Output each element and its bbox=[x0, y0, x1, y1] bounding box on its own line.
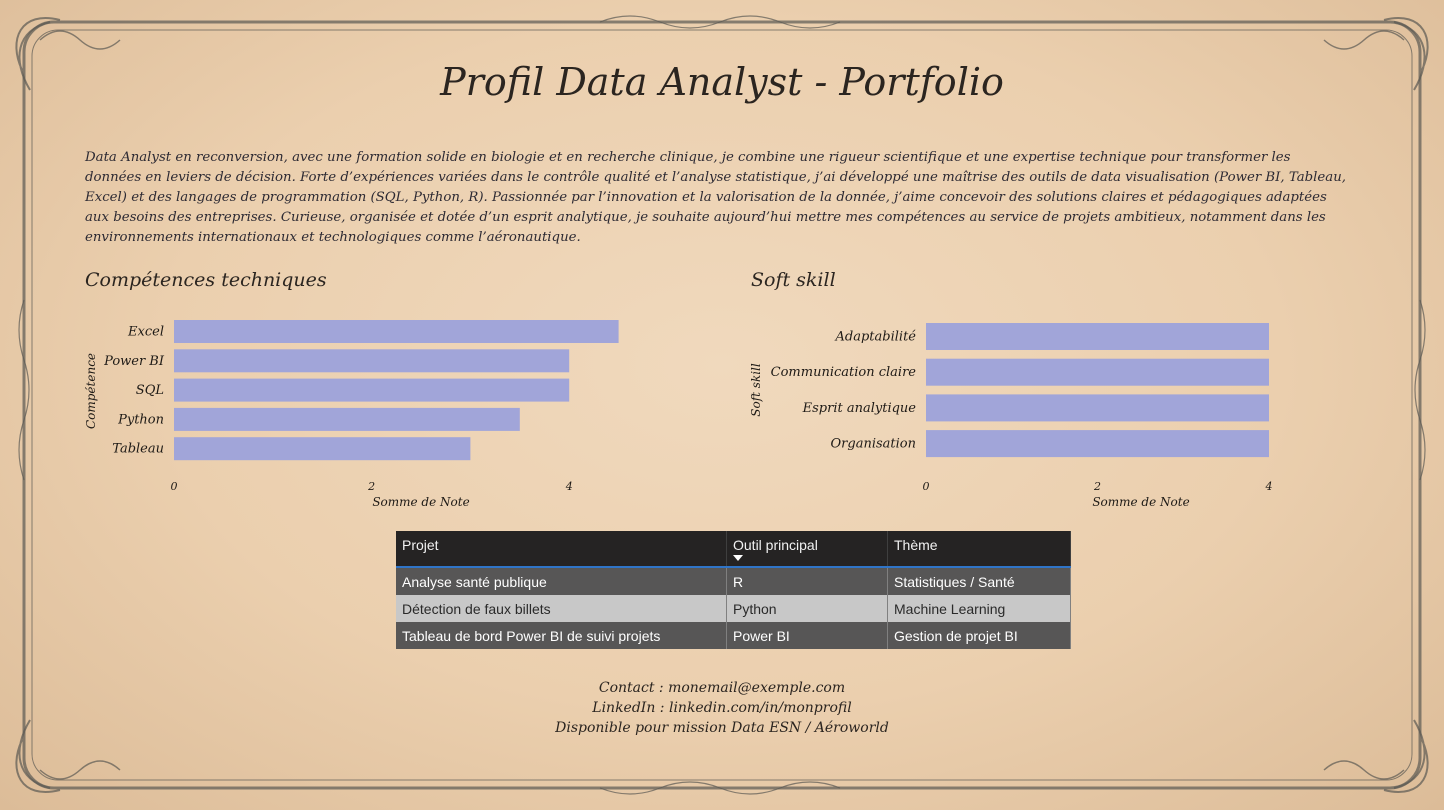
table-row[interactable]: Tableau de bord Power BI de suivi projet… bbox=[396, 622, 1071, 649]
intro-paragraph: Data Analyst en reconversion, avec une f… bbox=[85, 150, 1347, 245]
x-tick-label: 4 bbox=[565, 480, 573, 493]
contact-availability: Disponible pour mission Data ESN / Aérow… bbox=[555, 720, 889, 736]
x-axis-label: Somme de Note bbox=[372, 495, 469, 509]
category-label: Excel bbox=[127, 325, 164, 340]
table-row[interactable]: Détection de faux billets Python Machine… bbox=[396, 595, 1071, 622]
bar bbox=[174, 349, 570, 373]
bar bbox=[926, 358, 1269, 386]
category-label: Organisation bbox=[831, 437, 916, 452]
category-label: Python bbox=[117, 412, 164, 427]
chart-title-soft-skill: Soft skill bbox=[751, 269, 836, 291]
bar bbox=[174, 378, 570, 402]
sort-descending-icon[interactable] bbox=[733, 555, 743, 561]
category-label: Adaptabilité bbox=[835, 330, 917, 345]
column-header-theme[interactable]: Thème bbox=[887, 531, 1071, 568]
contact-email: Contact : monemail@exemple.com bbox=[598, 680, 846, 696]
category-label: Power BI bbox=[103, 354, 165, 369]
x-tick-label: 2 bbox=[1093, 480, 1101, 493]
bar bbox=[174, 407, 520, 431]
x-axis-label: Somme de Note bbox=[1092, 495, 1189, 509]
y-axis-label: Compétence bbox=[84, 353, 98, 429]
page-title: Profil Data Analyst - Portfolio bbox=[440, 60, 1004, 104]
table-row[interactable]: Analyse santé publique R Statistiques / … bbox=[396, 567, 1071, 595]
category-label: Communication claire bbox=[771, 365, 917, 380]
category-label: Esprit analytique bbox=[802, 401, 917, 416]
chart-title-competences: Compétences techniques bbox=[85, 269, 327, 291]
contact-linkedin: LinkedIn : linkedin.com/in/monprofil bbox=[592, 700, 852, 716]
category-label: Tableau bbox=[112, 442, 164, 457]
contact-block: Contact : monemail@exemple.com LinkedIn … bbox=[0, 678, 1444, 738]
cell-outil: R bbox=[726, 567, 888, 595]
x-tick-label: 2 bbox=[367, 480, 375, 493]
bar bbox=[174, 437, 471, 461]
bar bbox=[926, 430, 1269, 458]
cell-theme: Statistiques / Santé bbox=[887, 567, 1071, 595]
category-label: SQL bbox=[136, 383, 164, 398]
projects-table: Projet Outil principal Thème Analyse san… bbox=[396, 531, 1071, 649]
y-axis-label: Soft skill bbox=[749, 363, 763, 417]
cell-outil: Power BI bbox=[726, 622, 888, 649]
x-tick-label: 4 bbox=[1265, 480, 1273, 493]
x-tick-label: 0 bbox=[923, 480, 930, 493]
bar bbox=[926, 323, 1269, 350]
bar bbox=[174, 320, 619, 343]
column-header-outil-principal[interactable]: Outil principal bbox=[726, 531, 888, 568]
table-header-row: Projet Outil principal Thème bbox=[396, 531, 1071, 568]
cell-projet: Analyse santé publique bbox=[396, 567, 727, 595]
x-tick-label: 0 bbox=[171, 480, 178, 493]
cell-outil: Python bbox=[726, 595, 888, 622]
column-header-projet[interactable]: Projet bbox=[396, 531, 727, 568]
cell-projet: Détection de faux billets bbox=[396, 595, 727, 622]
cell-theme: Machine Learning bbox=[887, 595, 1071, 622]
cell-theme: Gestion de projet BI bbox=[887, 622, 1071, 649]
cell-projet: Tableau de bord Power BI de suivi projet… bbox=[396, 622, 727, 649]
bar bbox=[926, 394, 1269, 422]
